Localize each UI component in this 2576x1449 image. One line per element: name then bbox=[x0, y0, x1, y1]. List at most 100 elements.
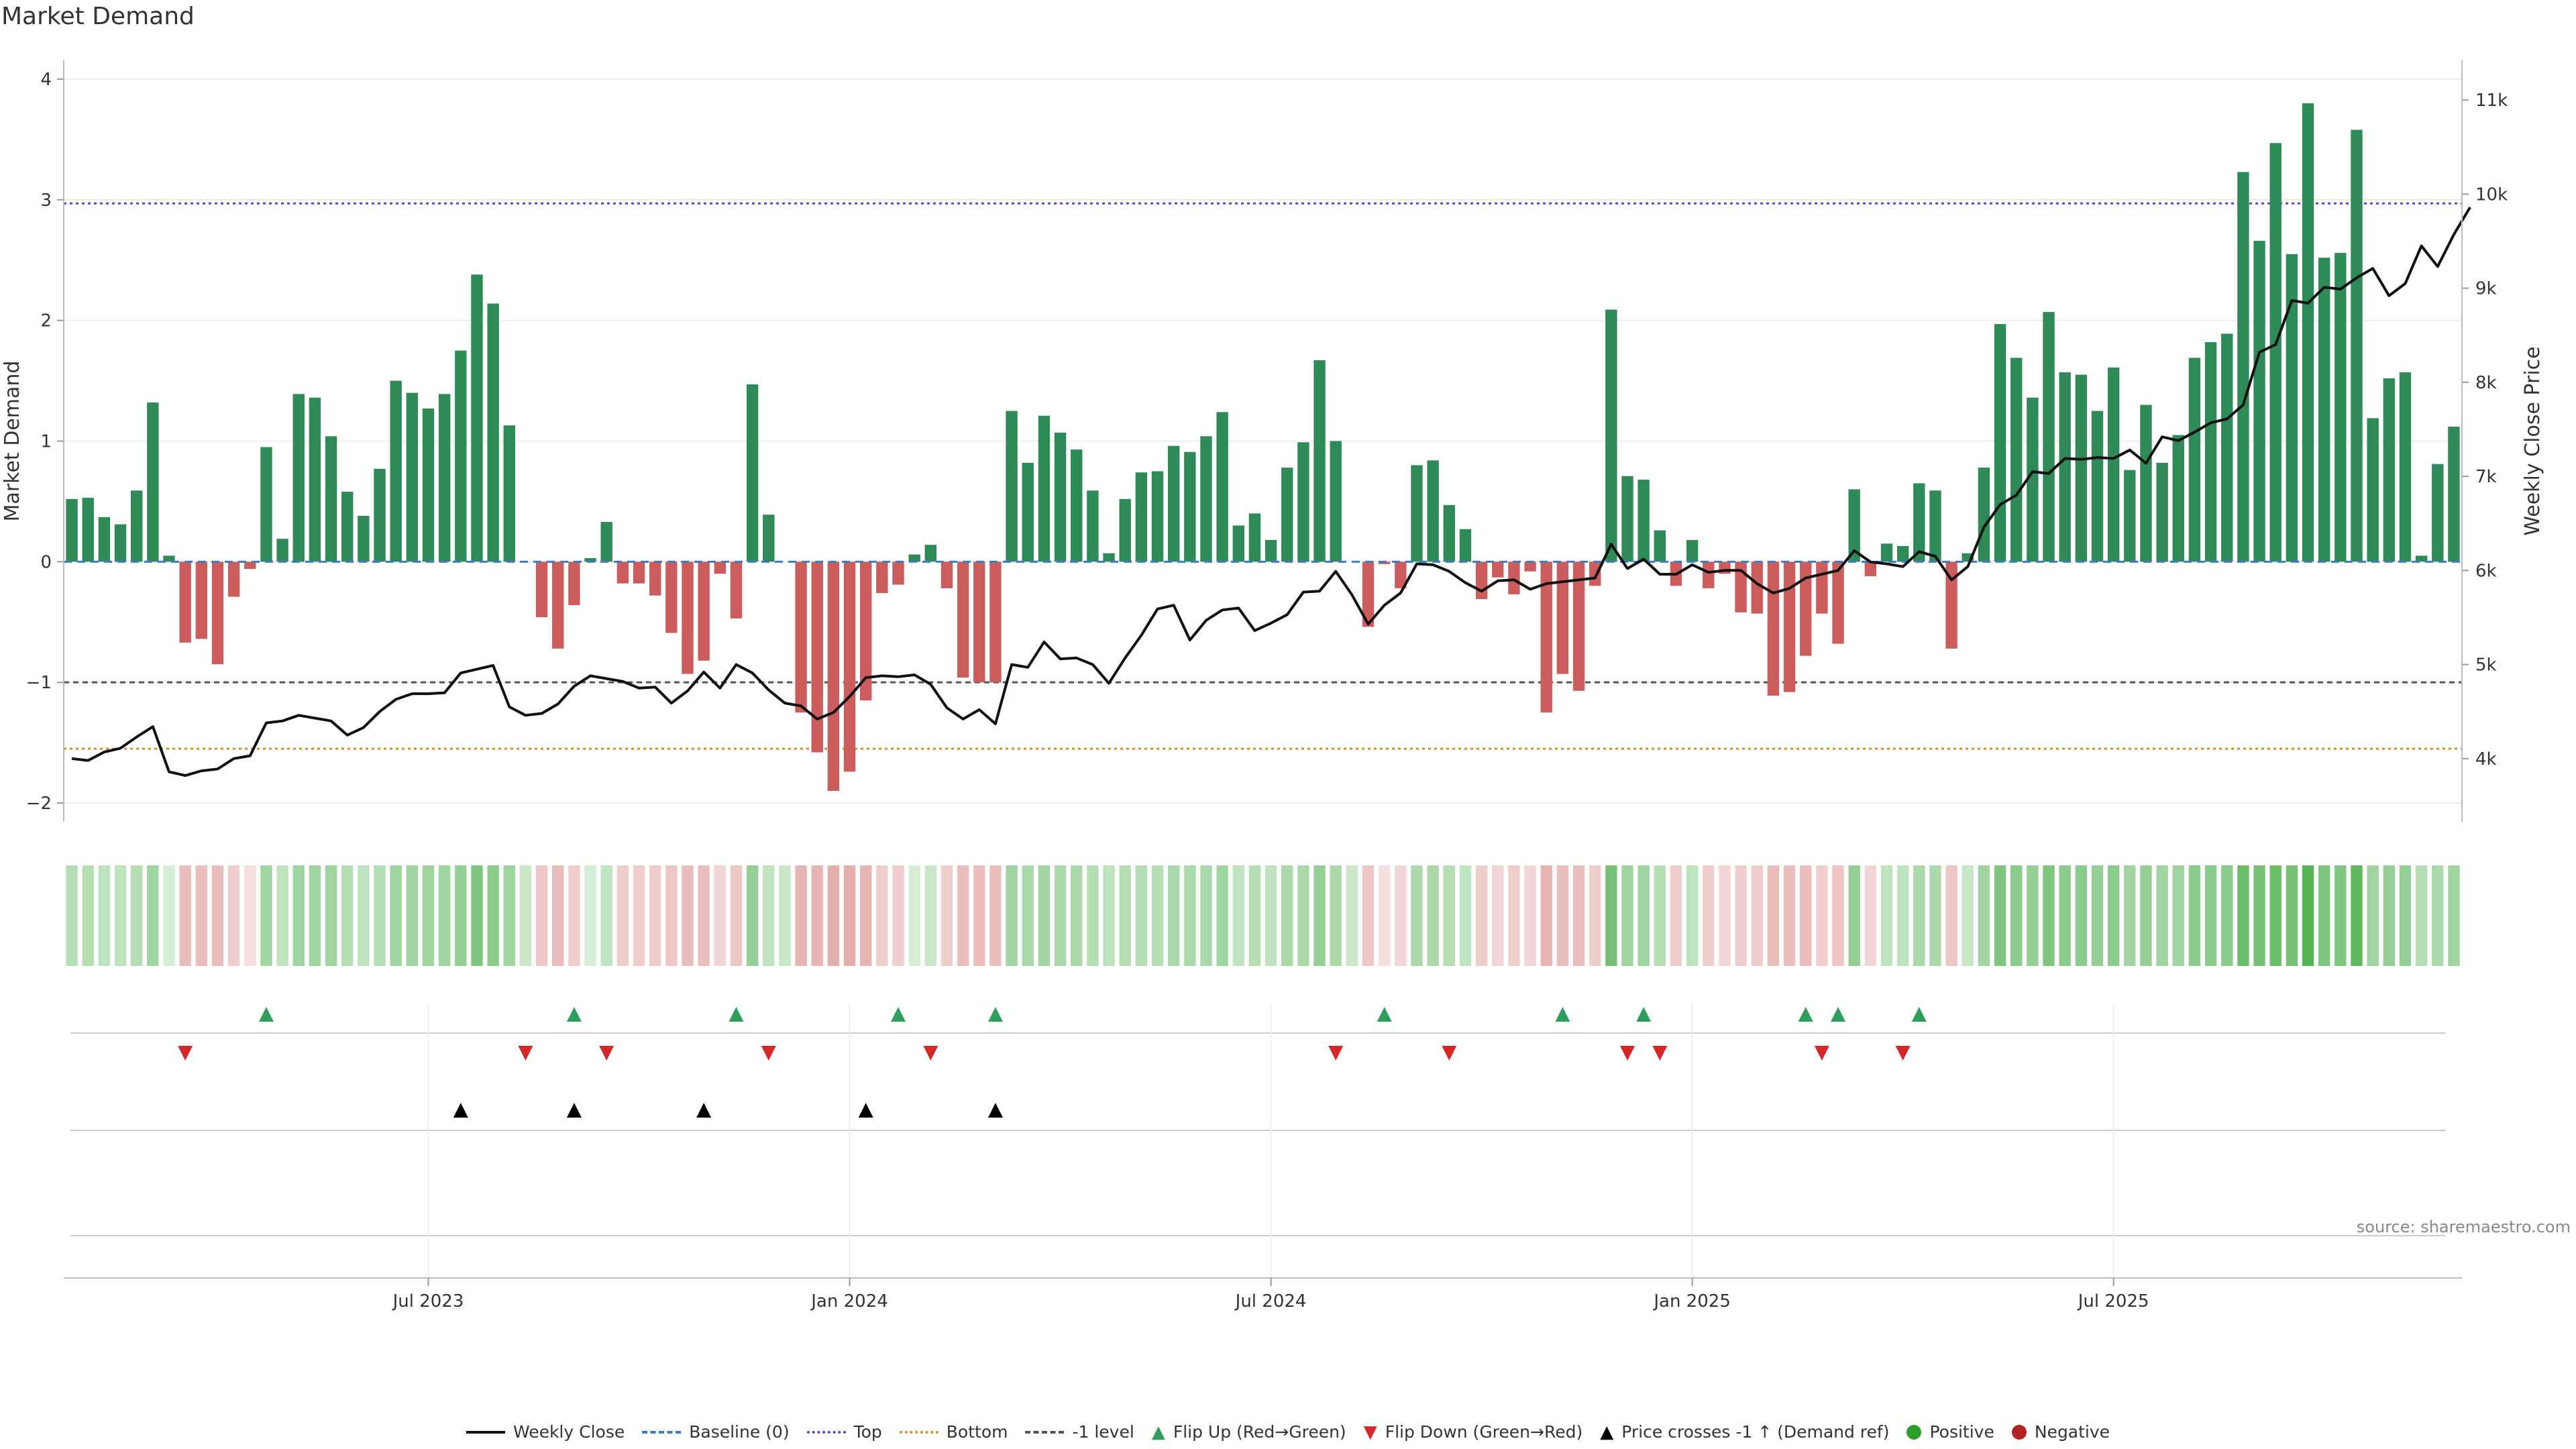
demand-bar bbox=[1443, 504, 1455, 562]
demand-bar bbox=[2269, 143, 2282, 562]
demand-bar bbox=[665, 561, 678, 633]
demand-bar bbox=[2107, 367, 2120, 562]
flip-up-marker bbox=[566, 1007, 582, 1022]
demand-bar bbox=[1265, 539, 1277, 562]
demand-bar bbox=[98, 517, 111, 562]
demand-bar bbox=[1281, 468, 1293, 562]
demand-bar bbox=[827, 561, 840, 792]
demand-bar bbox=[2075, 374, 2088, 562]
demand-bar bbox=[876, 561, 888, 594]
demand-bar bbox=[1167, 445, 1180, 562]
demand-bar bbox=[584, 557, 596, 562]
demand-bar bbox=[811, 561, 823, 753]
source-note: source: sharemaestro.com bbox=[2356, 1218, 2571, 1236]
strip-cell bbox=[746, 865, 759, 966]
demand-bar bbox=[989, 561, 1002, 683]
demand-bar bbox=[1816, 561, 1828, 614]
strip-cell bbox=[1654, 865, 1666, 966]
strip-cell bbox=[2204, 865, 2217, 966]
strip-cell bbox=[276, 865, 288, 966]
legend-label: Baseline (0) bbox=[689, 1422, 790, 1442]
strip-cell bbox=[1119, 865, 1131, 966]
strip-cell bbox=[1167, 865, 1180, 966]
strip-cell bbox=[2188, 865, 2201, 966]
strip-cell bbox=[244, 865, 256, 966]
demand-bar bbox=[2027, 397, 2039, 562]
demand-bar bbox=[1038, 415, 1051, 562]
demand-bar bbox=[1200, 436, 1212, 562]
y2-tick-label: 8k bbox=[2475, 373, 2497, 393]
demand-bar bbox=[2010, 358, 2023, 562]
demand-bar bbox=[309, 397, 321, 562]
demand-bar bbox=[973, 561, 985, 683]
x-tick-label: Jul 2025 bbox=[2077, 1291, 2149, 1311]
page-title: Market Demand bbox=[1, 3, 195, 30]
demand-bar bbox=[843, 561, 856, 772]
strip-cell bbox=[471, 865, 483, 966]
strip-cell bbox=[2399, 865, 2412, 966]
demand-bar bbox=[941, 561, 953, 588]
strip-cell bbox=[2415, 865, 2428, 966]
strip-cell bbox=[1378, 865, 1391, 966]
strip-cell bbox=[358, 865, 370, 966]
strip-cell bbox=[2383, 865, 2395, 966]
strip-cell bbox=[568, 865, 580, 966]
y2-tick-label: 9k bbox=[2475, 279, 2497, 299]
strip-cell bbox=[2059, 865, 2071, 966]
flip-down-marker bbox=[599, 1046, 614, 1061]
demand-bar bbox=[1411, 465, 1423, 562]
legend-label: Bottom bbox=[946, 1422, 1008, 1442]
legend-flip-up: ▲ Flip Up (Red→Green) bbox=[1152, 1422, 1346, 1442]
demand-bar bbox=[2059, 372, 2071, 562]
strip-cell bbox=[487, 865, 499, 966]
legend-label: Negative bbox=[2034, 1422, 2110, 1442]
demand-bar bbox=[2302, 103, 2314, 562]
demand-bar bbox=[1654, 530, 1666, 562]
flip-up-marker bbox=[1911, 1007, 1927, 1022]
strip-cell bbox=[633, 865, 645, 966]
strip-cell bbox=[2367, 865, 2379, 966]
strip-cell bbox=[503, 865, 515, 966]
demand-bar bbox=[455, 350, 467, 562]
legend-label: Weekly Close bbox=[513, 1422, 625, 1442]
price-cross-marker bbox=[453, 1103, 468, 1118]
dotted-line-icon bbox=[806, 1430, 846, 1434]
strip-cell bbox=[1572, 865, 1585, 966]
x-tick-label: Jan 2024 bbox=[810, 1291, 888, 1311]
y-tick-label: 3 bbox=[40, 191, 52, 211]
strip-cell bbox=[649, 865, 661, 966]
strip-cell bbox=[1265, 865, 1277, 966]
strip-cell bbox=[859, 865, 872, 966]
strip-cell bbox=[843, 865, 856, 966]
strip-cell bbox=[1054, 865, 1067, 966]
demand-bar bbox=[1395, 561, 1407, 588]
price-cross-marker bbox=[566, 1103, 582, 1118]
demand-bar bbox=[1929, 490, 1941, 562]
demand-bar bbox=[1054, 432, 1067, 562]
flip-up-marker bbox=[1555, 1007, 1570, 1022]
price-cross-marker bbox=[696, 1103, 712, 1118]
legend-label: Top bbox=[853, 1422, 882, 1442]
demand-bar bbox=[1572, 561, 1585, 691]
strip-cell bbox=[2172, 865, 2184, 966]
strip-cell bbox=[1281, 865, 1293, 966]
strip-cell bbox=[811, 865, 823, 966]
demand-bar bbox=[1896, 545, 1909, 562]
demand-bar bbox=[1492, 561, 1504, 578]
demand-bar bbox=[1022, 462, 1034, 562]
demand-bar bbox=[1475, 561, 1488, 600]
strip-cell bbox=[2075, 865, 2088, 966]
demand-bar bbox=[1313, 360, 1326, 562]
strip-cell bbox=[973, 865, 985, 966]
flip-up-marker bbox=[729, 1007, 744, 1022]
demand-bar bbox=[2156, 462, 2168, 562]
demand-bar bbox=[1427, 460, 1439, 562]
demand-bar bbox=[341, 492, 354, 562]
demand-bar bbox=[2318, 258, 2330, 562]
flip-down-marker bbox=[761, 1046, 776, 1061]
strip-cell bbox=[2221, 865, 2233, 966]
strip-cell bbox=[1200, 865, 1212, 966]
strip-cell bbox=[1994, 865, 2006, 966]
strip-cell bbox=[827, 865, 840, 966]
demand-bar bbox=[1232, 525, 1244, 562]
